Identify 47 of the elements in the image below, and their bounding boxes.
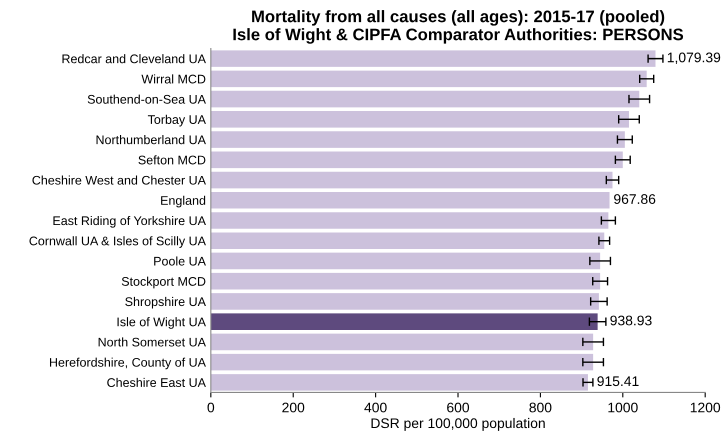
bar — [210, 334, 594, 350]
y-tick-label: East Riding of Yorkshire UA — [53, 216, 206, 228]
x-tick-label: 0 — [208, 402, 214, 412]
y-tick-label: Cornwall UA & Isles of Scilly UA — [29, 236, 206, 248]
y-tick-label: Stockport MCD — [122, 276, 206, 288]
y-tick-label: North Somerset UA — [98, 337, 206, 347]
data-label: 938.93 — [610, 316, 652, 326]
bar — [210, 252, 600, 270]
x-tick-label: 600 — [447, 402, 470, 412]
x-tick-label: 1000 — [608, 402, 638, 412]
y-tick-label: Redcar and Cleveland UA — [62, 54, 206, 64]
bar — [210, 354, 594, 370]
y-tick-label: Cheshire East UA — [107, 378, 206, 388]
y-tick-label: Shropshire UA — [125, 296, 206, 309]
y-tick-label: Wirral MCD — [141, 74, 206, 84]
bar — [210, 374, 588, 391]
x-axis-title: DSR per 100,000 population — [372, 418, 545, 431]
bar — [210, 212, 608, 229]
bar — [210, 111, 629, 128]
bar — [210, 293, 599, 310]
y-tick-label: Cheshire West and Chester UA — [32, 176, 206, 185]
y-tick-label: Southend-on-Sea UA — [88, 94, 206, 104]
x-tick-label: 200 — [282, 402, 304, 412]
x-tick-label: 800 — [529, 402, 552, 412]
y-tick-label: Isle of Wight UA — [118, 317, 206, 329]
bar — [210, 50, 656, 67]
chart-title: Mortality from all causes (all ages): 2015-17 (pooled) Isle of Wight & CIPFA Comparator Authorities: PERSONS — [233, 10, 684, 44]
y-tick-label: Herefordshire, County of UA — [50, 358, 206, 370]
bar — [210, 192, 610, 209]
bar — [210, 272, 600, 290]
data-label: 1,079.39 — [668, 52, 720, 64]
data-label: 967.86 — [614, 194, 656, 204]
y-tick-label: Poole UA — [154, 256, 206, 266]
y-tick-label: England — [161, 196, 206, 208]
x-tick-label: 1200 — [690, 402, 720, 412]
data-label: 915.41 — [597, 376, 639, 386]
bar — [210, 313, 598, 330]
y-tick-label: Northumberland UA — [96, 135, 206, 144]
bar — [210, 232, 604, 250]
bar — [210, 131, 625, 148]
y-tick-label: Torbay UA — [148, 114, 206, 126]
bar — [210, 70, 647, 88]
x-tick-label: 400 — [364, 402, 387, 412]
bar — [210, 90, 640, 108]
bar — [210, 172, 612, 188]
bar — [210, 152, 623, 168]
y-tick-label: Sefton MCD — [138, 155, 206, 164]
